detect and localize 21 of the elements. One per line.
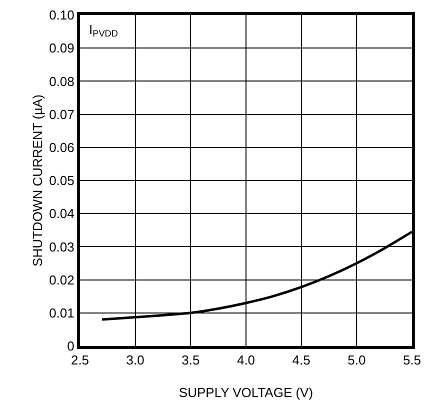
annotation: I$_{PVDD}$ (89, 22, 118, 39)
x-tick-label: 3.0 (126, 352, 144, 368)
x-tick-label: 2.5 (70, 352, 90, 368)
y-tick-label: 0.06 (49, 140, 74, 155)
x-tick-label: 4.5 (292, 352, 310, 368)
y-tick-label: 0.01 (49, 305, 74, 320)
y-tick-label: 0.04 (49, 206, 74, 222)
y-tick-label: 0.10 (49, 8, 74, 23)
y-tick-label: 0.07 (49, 106, 74, 122)
y-tick-label: 0.09 (49, 40, 74, 56)
x-tick-label: 3.5 (182, 352, 200, 368)
x-tick-label: 5.5 (402, 352, 422, 368)
x-tick-label: 5.0 (348, 352, 366, 368)
y-tick-label: 0.03 (49, 239, 74, 254)
x-axis-title: SUPPLY VOLTAGE (V) (178, 385, 314, 400)
y-tick-label: 0.08 (49, 74, 74, 89)
y-axis-title: SHUTDOWN CURRENT (µA) (30, 94, 45, 266)
y-tick-label: 0 (67, 338, 74, 354)
y-tick-label: 0.02 (49, 272, 74, 288)
y-tick-label: 0.05 (49, 173, 74, 188)
x-tick-label: 4.0 (236, 352, 256, 368)
